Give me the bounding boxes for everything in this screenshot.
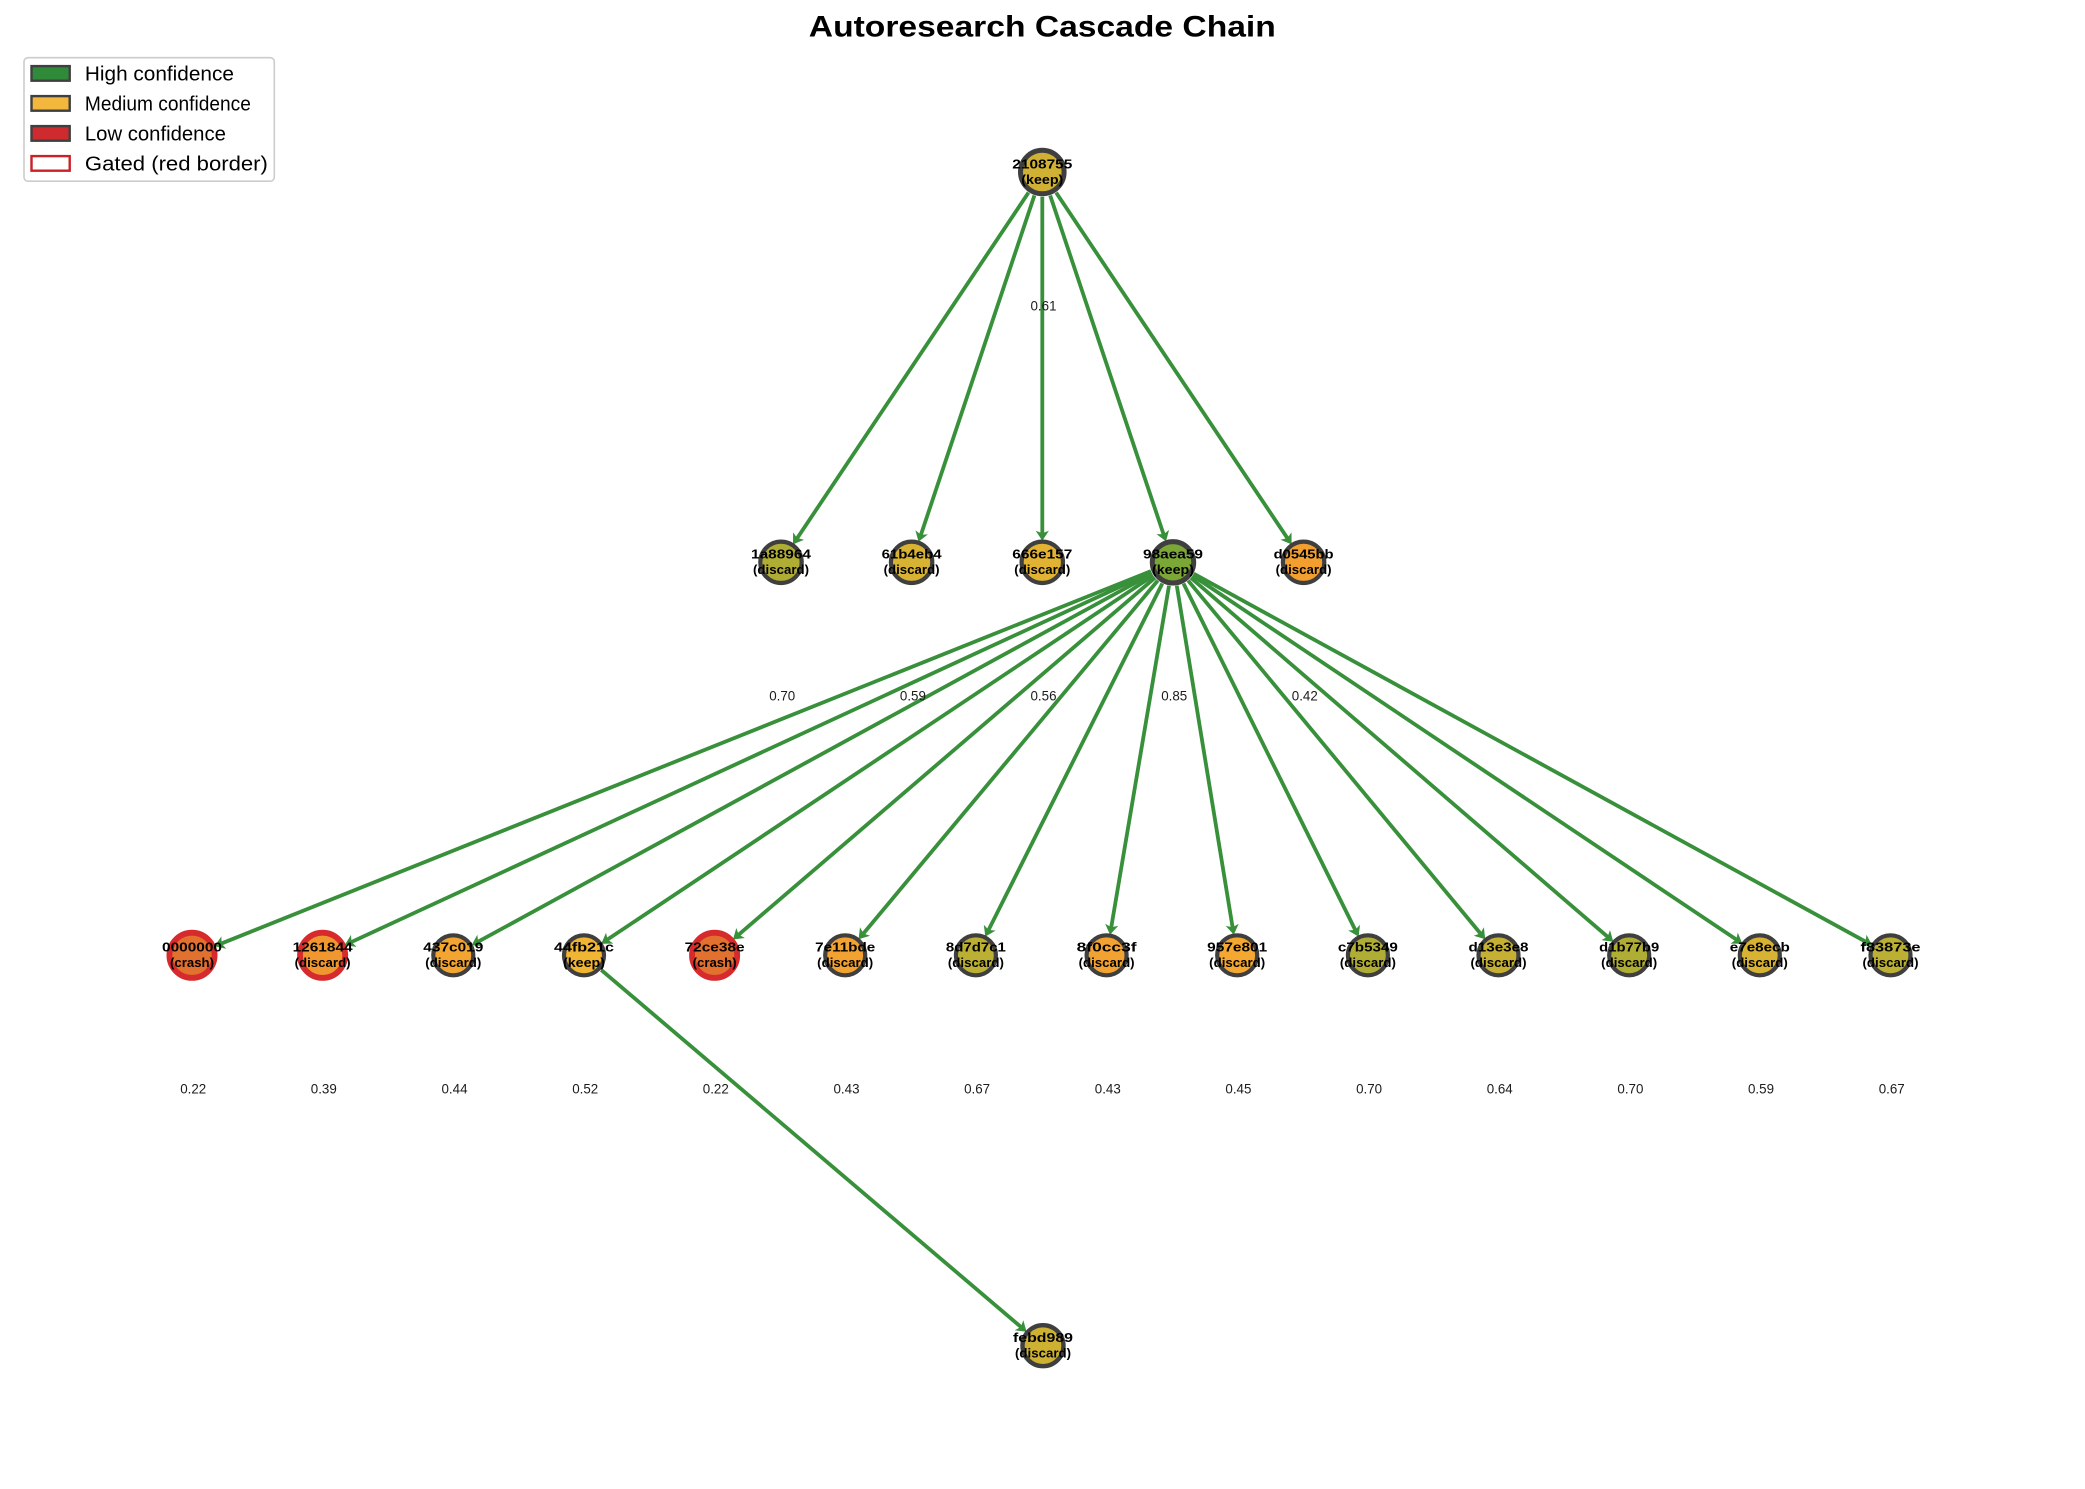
svg-text:72ce38e: 72ce38e bbox=[685, 941, 745, 955]
svg-text:0.42: 0.42 bbox=[1292, 688, 1318, 704]
svg-text:0.45: 0.45 bbox=[1225, 1081, 1251, 1097]
svg-text:7e11bde: 7e11bde bbox=[815, 941, 875, 955]
svg-text:0.59: 0.59 bbox=[900, 688, 926, 704]
svg-text:0.22: 0.22 bbox=[703, 1081, 729, 1097]
svg-text:0.67: 0.67 bbox=[1879, 1081, 1905, 1097]
svg-text:98aea59: 98aea59 bbox=[1143, 548, 1203, 562]
svg-text:437c019: 437c019 bbox=[423, 941, 483, 955]
svg-text:Medium confidence: Medium confidence bbox=[85, 93, 251, 115]
svg-text:(discard): (discard) bbox=[1209, 956, 1265, 970]
svg-text:d13e3e8: d13e3e8 bbox=[1469, 941, 1529, 955]
svg-text:(discard): (discard) bbox=[1276, 563, 1332, 577]
svg-text:(keep): (keep) bbox=[1021, 173, 1063, 187]
svg-text:(discard): (discard) bbox=[1340, 956, 1396, 970]
svg-text:1a88964: 1a88964 bbox=[751, 548, 811, 562]
svg-text:0.44: 0.44 bbox=[442, 1081, 468, 1097]
svg-text:8d7d7c1: 8d7d7c1 bbox=[946, 941, 1006, 955]
svg-text:Autoresearch Cascade Chain: Autoresearch Cascade Chain bbox=[809, 11, 1276, 44]
svg-text:(crash): (crash) bbox=[170, 956, 214, 970]
svg-text:61b4eb4: 61b4eb4 bbox=[882, 548, 942, 562]
svg-text:2108755: 2108755 bbox=[1012, 157, 1072, 171]
svg-text:0.85: 0.85 bbox=[1161, 688, 1187, 704]
svg-text:0.56: 0.56 bbox=[1031, 688, 1057, 704]
svg-text:0.22: 0.22 bbox=[180, 1081, 206, 1097]
svg-text:0000000: 0000000 bbox=[162, 941, 222, 955]
svg-text:0.70: 0.70 bbox=[1617, 1081, 1643, 1097]
svg-text:0.67: 0.67 bbox=[964, 1081, 990, 1097]
svg-text:Low confidence: Low confidence bbox=[85, 123, 226, 145]
svg-text:Gated (red border): Gated (red border) bbox=[85, 153, 268, 175]
svg-text:f83873e: f83873e bbox=[1861, 941, 1921, 955]
svg-text:e7e8ecb: e7e8ecb bbox=[1730, 941, 1790, 955]
svg-text:(discard): (discard) bbox=[1863, 956, 1919, 970]
svg-text:666e157: 666e157 bbox=[1012, 548, 1072, 562]
svg-text:(crash): (crash) bbox=[693, 956, 737, 970]
svg-text:0.70: 0.70 bbox=[769, 688, 795, 704]
svg-text:0.39: 0.39 bbox=[311, 1081, 337, 1097]
svg-text:0.61: 0.61 bbox=[1031, 297, 1057, 313]
svg-text:0.52: 0.52 bbox=[572, 1081, 598, 1097]
svg-text:(keep): (keep) bbox=[1152, 563, 1194, 577]
svg-text:High confidence: High confidence bbox=[85, 63, 234, 85]
svg-text:d1b77b9: d1b77b9 bbox=[1599, 941, 1659, 955]
svg-text:0.70: 0.70 bbox=[1356, 1081, 1382, 1097]
svg-text:0.64: 0.64 bbox=[1487, 1081, 1513, 1097]
svg-text:d0545bb: d0545bb bbox=[1274, 548, 1334, 562]
svg-text:(discard): (discard) bbox=[753, 563, 809, 577]
svg-text:(keep): (keep) bbox=[563, 956, 605, 970]
svg-text:(discard): (discard) bbox=[1014, 563, 1070, 577]
svg-text:(discard): (discard) bbox=[948, 956, 1004, 970]
svg-text:(discard): (discard) bbox=[817, 956, 873, 970]
svg-text:8f0cc3f: 8f0cc3f bbox=[1077, 941, 1138, 955]
svg-text:0.59: 0.59 bbox=[1748, 1081, 1774, 1097]
svg-text:(discard): (discard) bbox=[1015, 1347, 1071, 1361]
svg-text:(discard): (discard) bbox=[425, 956, 481, 970]
svg-text:(discard): (discard) bbox=[1471, 956, 1527, 970]
svg-text:c7b5349: c7b5349 bbox=[1338, 941, 1398, 955]
svg-text:(discard): (discard) bbox=[1601, 956, 1657, 970]
svg-text:44fb21c: 44fb21c bbox=[554, 941, 614, 955]
svg-text:(discard): (discard) bbox=[295, 956, 351, 970]
svg-text:0.43: 0.43 bbox=[834, 1081, 860, 1097]
svg-text:febd989: febd989 bbox=[1013, 1331, 1073, 1345]
svg-text:0.43: 0.43 bbox=[1095, 1081, 1121, 1097]
svg-text:(discard): (discard) bbox=[884, 563, 940, 577]
svg-text:(discard): (discard) bbox=[1732, 956, 1788, 970]
svg-text:1261844: 1261844 bbox=[293, 941, 353, 955]
svg-text:957e801: 957e801 bbox=[1207, 941, 1267, 955]
svg-text:(discard): (discard) bbox=[1079, 956, 1135, 970]
